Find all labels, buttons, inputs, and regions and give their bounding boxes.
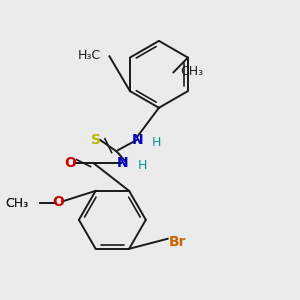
Text: CH₃: CH₃ — [5, 197, 28, 210]
Text: Br: Br — [169, 235, 187, 249]
Text: CH₃: CH₃ — [5, 197, 28, 210]
Text: N: N — [117, 156, 128, 170]
Text: H₃C: H₃C — [78, 49, 101, 62]
Text: O: O — [52, 195, 64, 209]
Text: S: S — [92, 133, 101, 147]
Text: H: H — [138, 159, 147, 172]
Text: N: N — [131, 133, 143, 147]
Text: CH₃: CH₃ — [181, 65, 204, 78]
Text: H: H — [152, 136, 161, 148]
Text: O: O — [64, 156, 76, 170]
